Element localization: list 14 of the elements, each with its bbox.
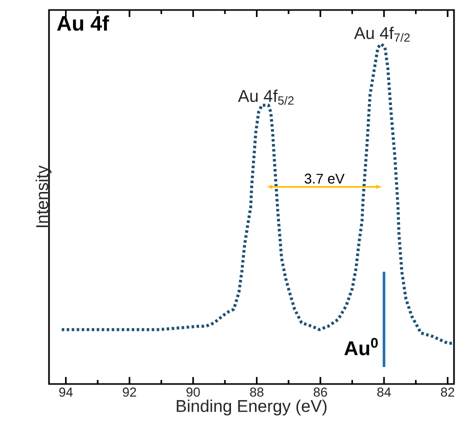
x-tick-label: 90 — [186, 388, 200, 397]
x-axis-title: Binding Energy (eV) — [176, 400, 326, 416]
annotation: Au 4f$_{5/2}$ — [238, 90, 294, 105]
ref-line-label: Au$^{0}$ — [344, 338, 378, 356]
y-axis-title: Intensity — [36, 165, 52, 228]
x-tick-label: 86 — [314, 388, 328, 397]
x-tick-label: 82 — [440, 388, 454, 397]
x-tick-label: 84 — [377, 388, 391, 397]
x-tick-label: 88 — [250, 388, 264, 397]
annotation: 3.7 eV — [304, 174, 345, 184]
annotation: Au 4f$_{7/2}$ — [354, 26, 410, 42]
x-tick-label: 92 — [122, 388, 136, 397]
chart-title: Au 4f — [57, 15, 110, 31]
x-tick-label: 94 — [59, 388, 73, 397]
